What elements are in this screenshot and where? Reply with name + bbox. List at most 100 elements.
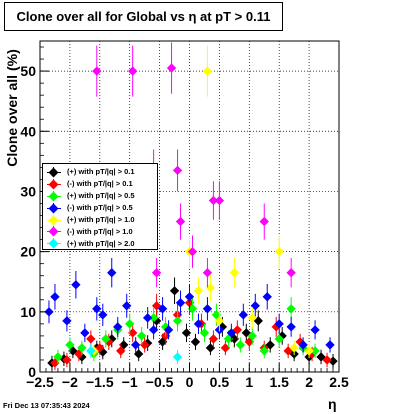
data-point <box>134 346 144 362</box>
y-tick-label: 50 <box>20 63 36 79</box>
data-point <box>259 343 269 359</box>
y-tick-label: 0 <box>28 364 36 380</box>
x-tick-label: 0.5 <box>210 374 230 390</box>
data-point <box>172 149 183 192</box>
data-point <box>274 235 284 268</box>
data-point <box>187 297 198 321</box>
data-point <box>107 258 117 288</box>
legend-marker <box>45 238 63 249</box>
data-point <box>157 297 168 321</box>
y-tick-label: 40 <box>20 123 36 139</box>
data-point <box>184 284 195 310</box>
legend-label: (+) with pT/|q| > 0.1 <box>67 167 135 177</box>
data-point <box>131 337 141 353</box>
data-point <box>128 323 138 343</box>
axis-ticks: −2.5 −2 −1.5 −1 −0.5 0 0.5 1 1.5 2 2.5 0 10 20 30 40 50 <box>20 46 349 390</box>
data-point <box>122 293 132 318</box>
data-point <box>77 340 87 356</box>
data-point <box>220 340 231 356</box>
data-point <box>208 330 219 348</box>
series-6 <box>92 42 296 288</box>
data-point <box>322 352 332 368</box>
data-point <box>304 343 314 359</box>
data-point <box>151 258 162 288</box>
y-tick-label: 10 <box>20 304 36 320</box>
data-point <box>62 310 72 332</box>
x-tick-label: 0 <box>186 374 194 390</box>
legend-marker <box>45 202 63 214</box>
data-point <box>289 340 299 356</box>
data-point <box>113 316 123 337</box>
data-point <box>125 313 135 335</box>
data-point <box>187 235 198 268</box>
data-point <box>190 333 201 350</box>
data-point <box>247 327 257 345</box>
x-tick-label: −2.5 <box>26 374 54 390</box>
chart-title: Clone over all for Global vs η at pT > 0… <box>4 2 283 31</box>
legend-marker <box>45 226 63 237</box>
data-point <box>238 303 248 326</box>
data-point <box>50 284 60 310</box>
data-point <box>193 313 204 335</box>
data-point <box>139 337 150 353</box>
data-point <box>226 323 237 343</box>
data-point <box>274 313 284 335</box>
x-tick-label: 2.5 <box>329 374 349 390</box>
x-tick-label: −0.5 <box>146 374 174 390</box>
data-point <box>259 203 269 240</box>
legend-entry: (+) with pT/|q| > 1.0 <box>45 214 155 226</box>
legend-label: (-) with pT/|q| > 0.5 <box>67 203 133 213</box>
data-point <box>181 323 192 343</box>
data-point <box>205 274 216 302</box>
legend-label: (+) with pT/|q| > 0.5 <box>67 191 135 201</box>
legend: (+) with pT/|q| > 0.1 (-) with pT/|q| > 0… <box>42 163 158 250</box>
data-point <box>92 45 102 97</box>
data-point <box>86 343 96 359</box>
data-point <box>262 284 272 310</box>
data-point <box>193 277 204 305</box>
data-point <box>286 316 296 337</box>
data-point <box>53 349 63 365</box>
data-point <box>202 45 213 97</box>
data-point <box>116 343 126 359</box>
x-axis-label: η <box>328 396 337 412</box>
data-points <box>44 42 338 371</box>
legend-entry: (+) with pT/|q| > 0.1 <box>45 166 155 178</box>
data-point <box>247 307 257 329</box>
legend-entry: (-) with pT/|q| > 0.5 <box>45 202 155 214</box>
legend-label: (-) with pT/|q| > 1.0 <box>67 226 133 236</box>
data-point <box>142 307 153 329</box>
y-axis-label: Clone over all (%) <box>4 49 20 167</box>
data-point <box>136 327 147 345</box>
footer-timestamp: Fri Dec 13 07:35:43 2024 <box>3 401 90 410</box>
legend-marker <box>45 178 63 190</box>
data-point <box>166 42 177 94</box>
data-point <box>229 258 240 288</box>
data-point <box>214 181 225 220</box>
data-point <box>235 337 245 353</box>
data-point <box>169 277 180 305</box>
data-point <box>202 258 213 288</box>
legend-label: (-) with pT/|q| > 0.1 <box>67 179 133 189</box>
y-tick-label: 20 <box>20 244 36 260</box>
data-point <box>163 320 174 340</box>
x-tick-label: −1.5 <box>86 374 114 390</box>
data-point <box>298 337 308 353</box>
y-tick-label: 30 <box>20 183 36 199</box>
data-point <box>202 297 213 321</box>
legend-marker <box>45 190 63 202</box>
x-tick-label: 2 <box>305 374 313 390</box>
data-point <box>325 337 335 353</box>
data-point <box>310 320 320 340</box>
legend-entry: (+) with pT/|q| > 2.0 <box>45 237 155 249</box>
data-point <box>286 258 296 288</box>
x-tick-label: 1 <box>245 374 253 390</box>
data-point <box>199 323 210 343</box>
data-point <box>286 297 296 321</box>
x-tick-label: −2 <box>62 374 78 390</box>
data-point <box>328 353 338 369</box>
legend-label: (+) with pT/|q| > 1.0 <box>67 215 135 224</box>
data-point <box>175 203 186 240</box>
legend-entry: (+) with pT/|q| > 0.5 <box>45 190 155 202</box>
legend-marker <box>45 214 63 225</box>
